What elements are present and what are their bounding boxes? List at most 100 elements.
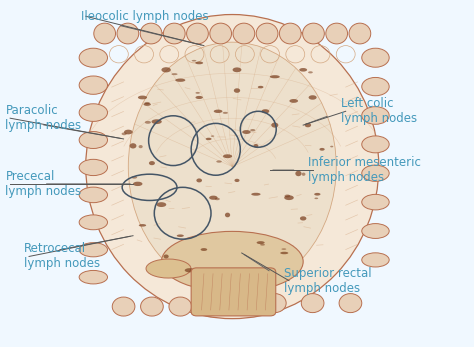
Ellipse shape — [128, 42, 336, 291]
Ellipse shape — [195, 96, 203, 99]
Ellipse shape — [144, 103, 151, 106]
Ellipse shape — [362, 48, 389, 67]
Ellipse shape — [79, 215, 108, 230]
Ellipse shape — [362, 77, 389, 96]
Ellipse shape — [177, 235, 184, 237]
Ellipse shape — [201, 248, 207, 251]
Ellipse shape — [362, 165, 389, 181]
Ellipse shape — [300, 216, 306, 221]
Ellipse shape — [224, 276, 231, 279]
Ellipse shape — [256, 241, 264, 244]
Ellipse shape — [196, 178, 202, 183]
Ellipse shape — [362, 253, 389, 267]
Ellipse shape — [209, 196, 218, 200]
Ellipse shape — [79, 243, 108, 257]
Ellipse shape — [195, 61, 203, 64]
Ellipse shape — [197, 297, 220, 316]
Ellipse shape — [314, 193, 320, 196]
Ellipse shape — [314, 197, 318, 199]
Ellipse shape — [362, 194, 389, 210]
Ellipse shape — [305, 123, 311, 127]
Ellipse shape — [362, 223, 389, 238]
Ellipse shape — [223, 112, 228, 114]
Ellipse shape — [250, 129, 255, 131]
Ellipse shape — [79, 270, 108, 284]
Ellipse shape — [326, 23, 347, 44]
Ellipse shape — [175, 78, 185, 82]
Text: Inferior mesenteric
lymph nodes: Inferior mesenteric lymph nodes — [308, 156, 421, 184]
Text: Prececal
lymph nodes: Prececal lymph nodes — [5, 170, 82, 198]
Ellipse shape — [215, 198, 220, 200]
Ellipse shape — [172, 73, 178, 75]
Ellipse shape — [122, 133, 127, 135]
Ellipse shape — [289, 99, 298, 103]
Ellipse shape — [162, 67, 171, 73]
Ellipse shape — [308, 71, 313, 74]
Ellipse shape — [270, 75, 280, 78]
Ellipse shape — [258, 86, 264, 88]
Ellipse shape — [161, 231, 303, 292]
Text: Left colic
lymph nodes: Left colic lymph nodes — [341, 97, 417, 125]
Ellipse shape — [330, 146, 333, 147]
Ellipse shape — [214, 110, 222, 113]
Ellipse shape — [145, 102, 150, 104]
Text: Paracolic
lymph nodes: Paracolic lymph nodes — [5, 104, 82, 132]
Ellipse shape — [262, 109, 269, 113]
Ellipse shape — [295, 171, 301, 176]
Ellipse shape — [223, 154, 232, 158]
Ellipse shape — [279, 23, 301, 44]
Ellipse shape — [264, 294, 286, 313]
Text: Ileocolic lymph nodes: Ileocolic lymph nodes — [81, 10, 209, 23]
Ellipse shape — [349, 23, 371, 44]
Ellipse shape — [112, 297, 135, 316]
Ellipse shape — [169, 297, 191, 316]
Ellipse shape — [138, 95, 147, 99]
Text: Retrocecal
lymph nodes: Retrocecal lymph nodes — [24, 243, 100, 270]
Ellipse shape — [124, 130, 133, 134]
Ellipse shape — [140, 23, 162, 44]
Ellipse shape — [211, 135, 214, 137]
Ellipse shape — [362, 107, 389, 124]
Text: Superior rectal
lymph nodes: Superior rectal lymph nodes — [284, 266, 372, 295]
Ellipse shape — [256, 23, 278, 44]
Ellipse shape — [164, 254, 169, 259]
Ellipse shape — [242, 130, 251, 134]
Ellipse shape — [299, 68, 307, 71]
Ellipse shape — [235, 179, 239, 182]
Ellipse shape — [117, 23, 139, 44]
Ellipse shape — [149, 161, 155, 165]
Ellipse shape — [145, 121, 151, 124]
Ellipse shape — [210, 23, 231, 44]
Ellipse shape — [79, 187, 108, 203]
Ellipse shape — [156, 202, 166, 207]
Ellipse shape — [133, 182, 143, 186]
Ellipse shape — [191, 60, 196, 61]
Ellipse shape — [141, 297, 163, 316]
Ellipse shape — [195, 92, 200, 94]
FancyBboxPatch shape — [191, 268, 276, 316]
Ellipse shape — [185, 268, 195, 272]
Ellipse shape — [79, 76, 108, 94]
Ellipse shape — [206, 138, 211, 140]
Ellipse shape — [251, 193, 261, 196]
Ellipse shape — [129, 143, 137, 149]
Ellipse shape — [234, 88, 240, 93]
Ellipse shape — [301, 172, 305, 176]
Ellipse shape — [271, 122, 278, 128]
Ellipse shape — [164, 23, 185, 44]
Ellipse shape — [260, 244, 265, 246]
Ellipse shape — [216, 160, 222, 163]
Ellipse shape — [131, 176, 137, 179]
Ellipse shape — [282, 248, 286, 250]
Ellipse shape — [301, 294, 324, 313]
Ellipse shape — [79, 159, 108, 176]
Ellipse shape — [254, 144, 258, 148]
Ellipse shape — [233, 67, 241, 72]
Ellipse shape — [284, 195, 294, 200]
Ellipse shape — [146, 259, 191, 278]
Ellipse shape — [138, 145, 143, 148]
Ellipse shape — [302, 23, 324, 44]
Ellipse shape — [79, 104, 108, 121]
Ellipse shape — [79, 132, 108, 149]
Ellipse shape — [280, 252, 288, 254]
